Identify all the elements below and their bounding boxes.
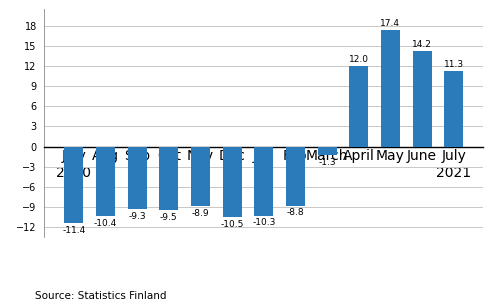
Bar	[444, 71, 463, 147]
Bar	[413, 51, 431, 147]
Bar	[223, 147, 242, 217]
Text: -10.4: -10.4	[94, 219, 117, 228]
Text: 17.4: 17.4	[381, 19, 400, 28]
Text: -10.5: -10.5	[220, 220, 244, 229]
Text: -10.3: -10.3	[252, 218, 276, 227]
Bar	[254, 147, 273, 216]
Bar	[349, 66, 368, 147]
Text: -11.4: -11.4	[62, 226, 85, 235]
Text: -8.8: -8.8	[286, 208, 304, 217]
Text: 12.0: 12.0	[349, 55, 369, 64]
Bar	[286, 147, 305, 206]
Text: Source: Statistics Finland: Source: Statistics Finland	[35, 291, 166, 301]
Bar	[317, 147, 337, 155]
Text: 14.2: 14.2	[412, 40, 432, 49]
Bar	[128, 147, 146, 209]
Bar	[64, 147, 83, 223]
Bar	[96, 147, 115, 216]
Text: -9.3: -9.3	[128, 212, 146, 221]
Text: -1.3: -1.3	[318, 158, 336, 167]
Bar	[381, 30, 400, 147]
Bar	[159, 147, 178, 210]
Bar	[191, 147, 210, 206]
Text: 11.3: 11.3	[444, 60, 464, 69]
Text: -8.9: -8.9	[192, 209, 209, 218]
Text: -9.5: -9.5	[160, 213, 177, 222]
